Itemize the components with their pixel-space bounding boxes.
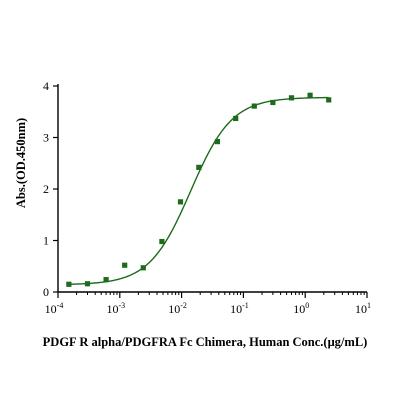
x-tick-label: 100 xyxy=(293,301,309,316)
data-point xyxy=(233,115,239,122)
data-point xyxy=(140,265,146,271)
x-tick-label: 10-3 xyxy=(106,301,125,316)
data-point xyxy=(159,238,165,245)
fit-curve xyxy=(68,96,329,285)
data-point xyxy=(177,199,184,205)
x-tick-label: 10-4 xyxy=(45,301,64,316)
y-tick-label: 2 xyxy=(43,182,49,196)
y-tick-label: 4 xyxy=(43,79,49,93)
data-point xyxy=(288,95,295,101)
data-point xyxy=(66,281,72,287)
data-point xyxy=(103,277,109,283)
data-point xyxy=(214,139,221,145)
y-axis-title: Abs.(OD.450nm) xyxy=(14,118,28,208)
x-tick-label: 10-1 xyxy=(230,301,249,316)
y-tick-label: 0 xyxy=(43,285,49,299)
data-point xyxy=(84,281,91,287)
data-point xyxy=(307,92,313,98)
data-points-layer xyxy=(66,92,332,287)
data-point xyxy=(326,97,332,103)
x-tick-label: 101 xyxy=(355,301,371,316)
data-point xyxy=(196,164,202,170)
y-tick-label: 1 xyxy=(43,234,49,248)
x-tick-label: 10-2 xyxy=(168,301,187,316)
data-point xyxy=(122,262,128,268)
data-point xyxy=(270,99,276,106)
x-axis-title: PDGF R alpha/PDGFRA Fc Chimera, Human Co… xyxy=(43,335,368,349)
data-point xyxy=(251,103,257,109)
fit-curve-layer xyxy=(68,96,329,285)
y-tick-label: 3 xyxy=(43,131,49,145)
axes: 0 1 2 3 4 10-4 10-3 10-2 10-1 100 101 xyxy=(43,79,371,316)
